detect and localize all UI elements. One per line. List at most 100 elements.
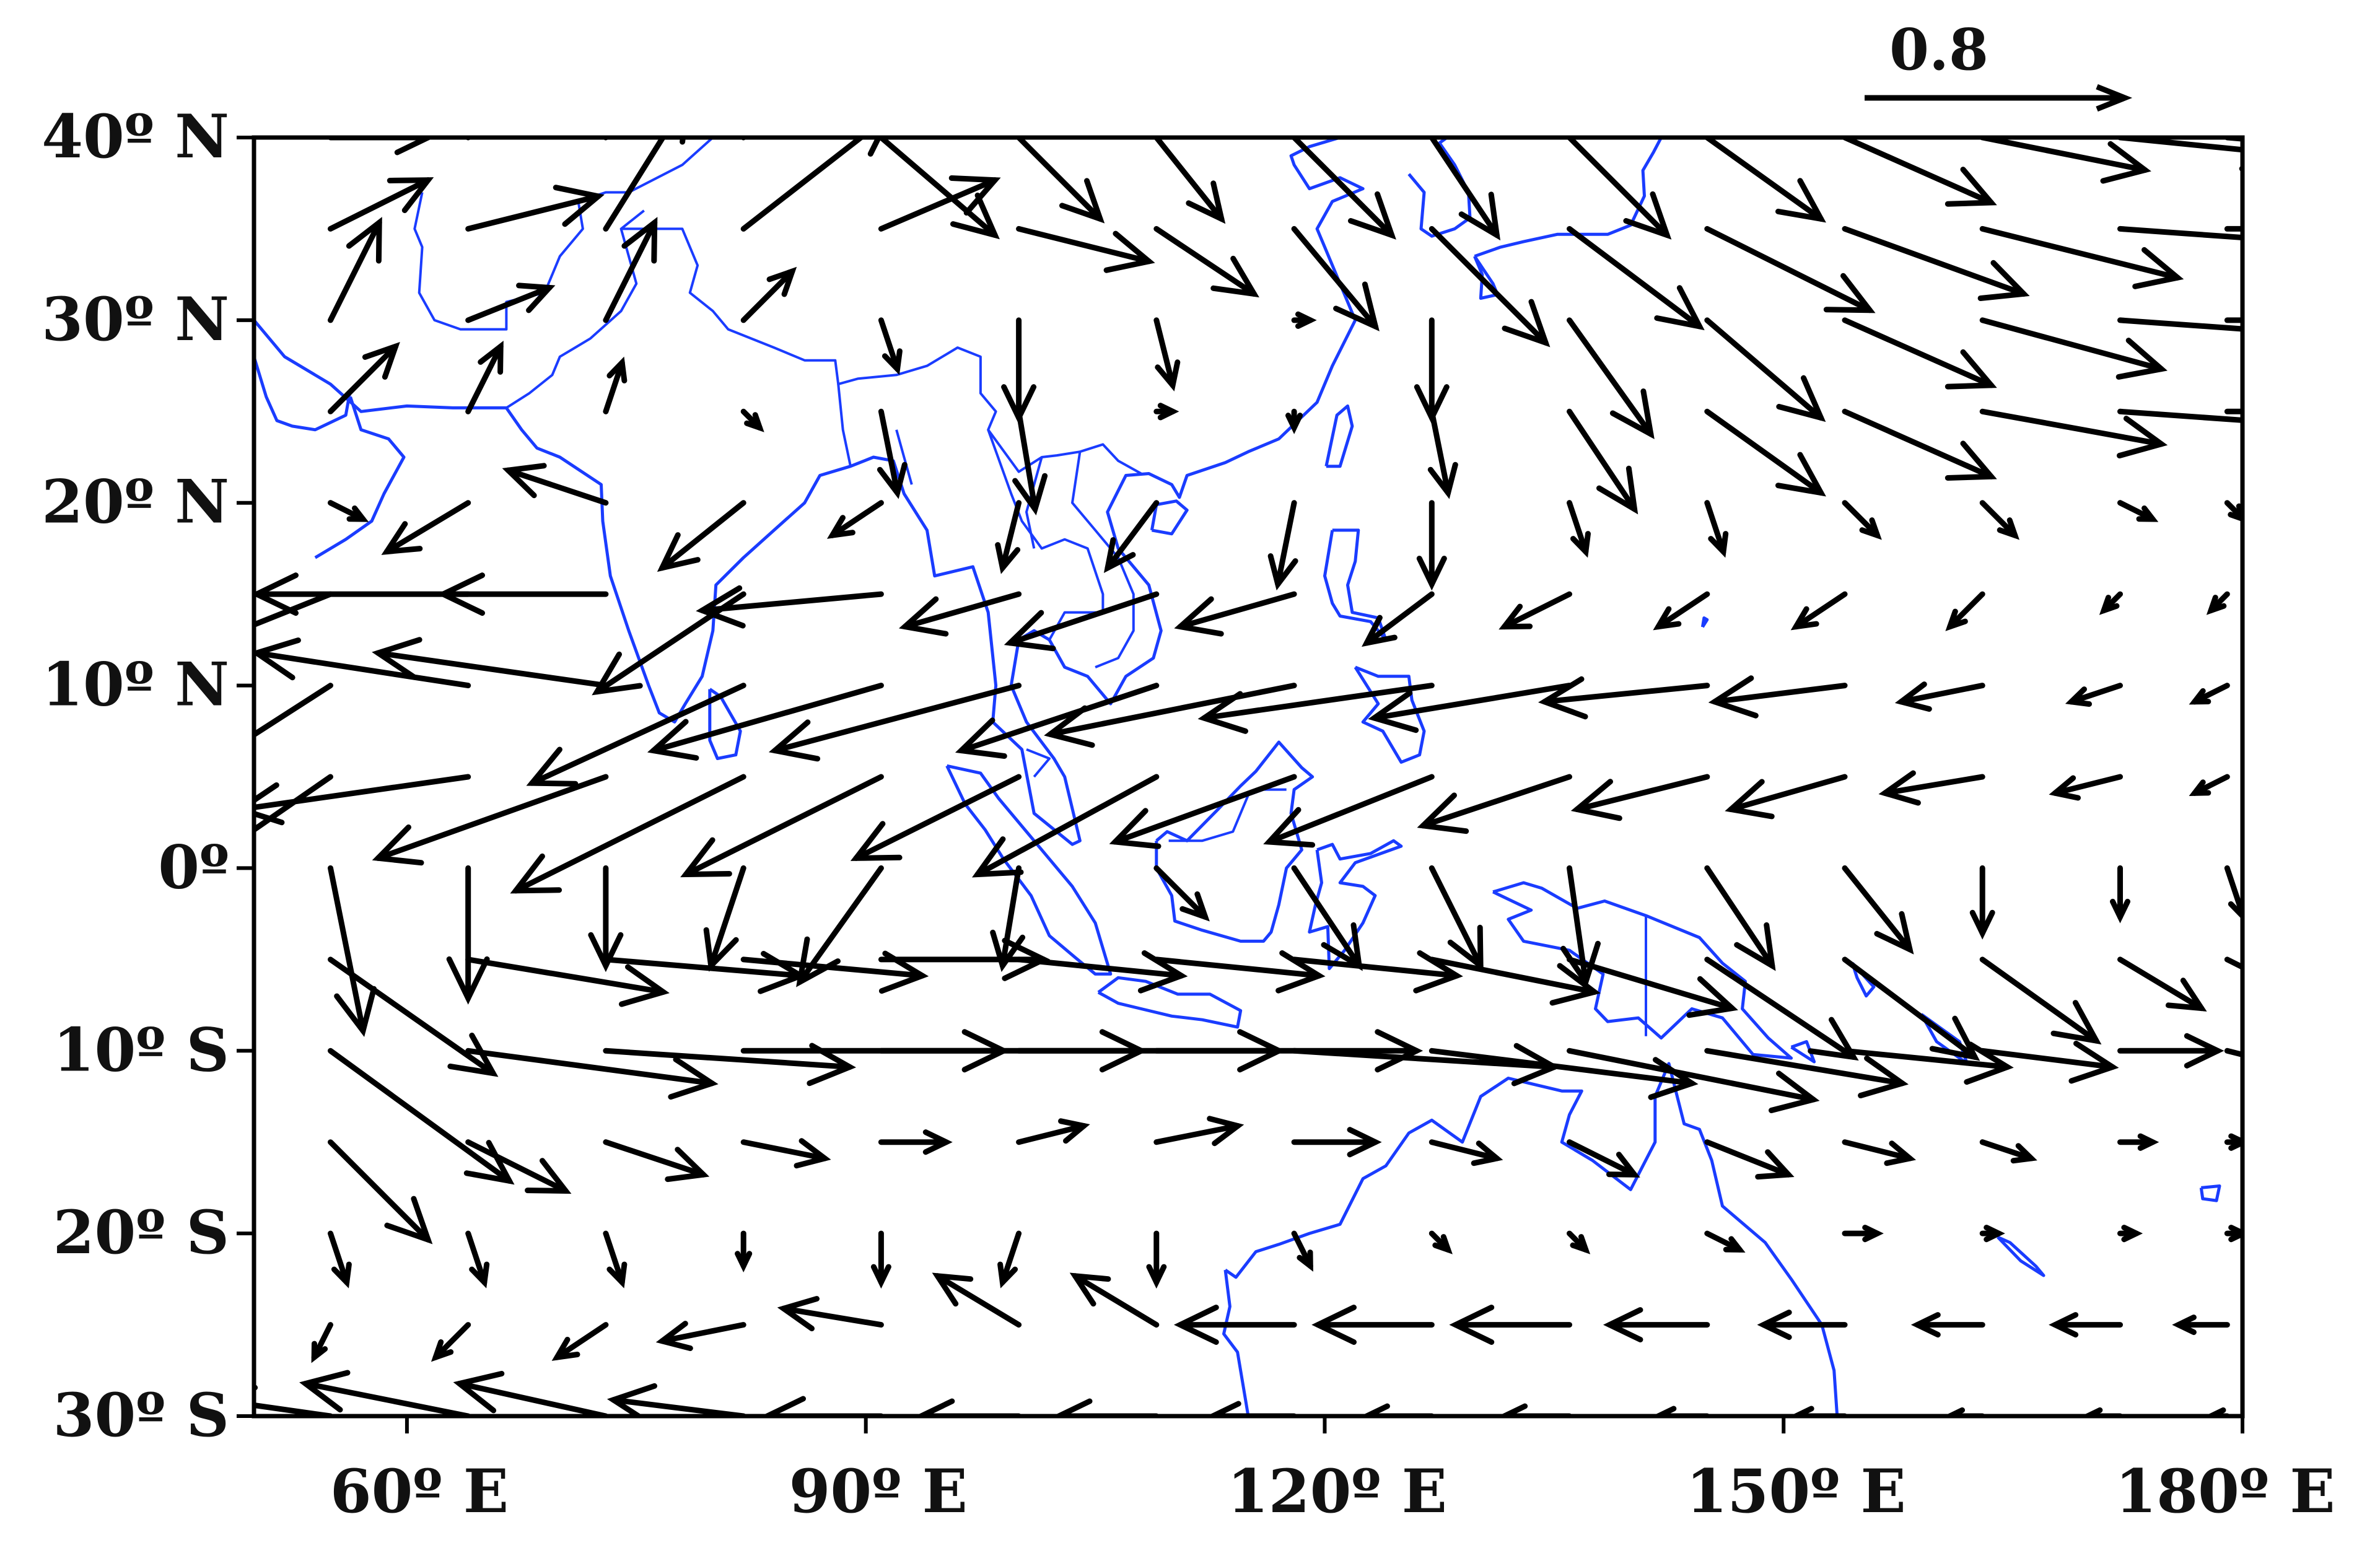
vector-shaft — [1016, 138, 1103, 222]
wind-vector — [870, 1230, 891, 1289]
wind-vector — [657, 500, 746, 572]
vector-head — [1103, 230, 1155, 273]
lat-tick-label: 20º S — [53, 1197, 229, 1267]
vector-head — [1775, 452, 1826, 497]
vector-head — [761, 1396, 806, 1416]
vector-head — [372, 824, 424, 866]
wind-vector — [465, 956, 670, 1007]
vector-shaft — [878, 408, 901, 496]
wind-vector — [328, 865, 377, 1038]
vector-head — [1174, 596, 1224, 637]
vector-shaft — [254, 1402, 333, 1416]
vector-head — [446, 956, 490, 1005]
wind-vector — [1291, 311, 1317, 329]
vector-head — [1653, 606, 1682, 631]
wind-vector — [2204, 1407, 2230, 1416]
vector-head — [850, 821, 903, 861]
vector-shaft — [1704, 138, 1824, 222]
vector-head — [2228, 1225, 2242, 1243]
vector-head — [1285, 413, 1303, 434]
vector-shaft — [1016, 1123, 1087, 1145]
vector-shaft — [328, 343, 398, 414]
lon-tick-label: 60º E — [330, 1456, 509, 1526]
vector-shaft — [328, 865, 366, 1034]
vector-head — [1969, 909, 1995, 940]
vector-shaft — [375, 774, 609, 861]
vector-shaft — [1882, 774, 1985, 796]
vector-head — [510, 853, 562, 894]
vector-shaft — [1979, 500, 2018, 538]
vector-head — [1458, 191, 1501, 241]
wind-vector — [680, 774, 884, 878]
wind-vector — [1362, 591, 1435, 647]
vector-shaft — [465, 138, 475, 141]
wind-vector — [603, 138, 609, 141]
wind-vector — [850, 774, 1022, 861]
vector-head — [950, 192, 1000, 240]
vector-head — [311, 1341, 328, 1363]
vector-head — [1206, 1401, 1241, 1416]
vector-head — [1471, 1140, 1503, 1166]
vector-head — [592, 651, 643, 696]
wind-vector — [1878, 770, 1985, 806]
vector-shaft — [1842, 956, 1978, 1060]
wind-vector — [254, 1385, 333, 1416]
wind-vector — [1945, 591, 1985, 631]
lat-tick-label: 10º N — [42, 650, 229, 720]
wind-vector — [1567, 317, 1655, 440]
wind-vector — [1567, 1230, 1591, 1254]
wind-vector — [328, 341, 400, 414]
vector-head — [2100, 141, 2151, 184]
vector-shaft — [2224, 138, 2242, 142]
wind-vector — [1704, 1230, 1746, 1253]
vector-head — [1360, 1403, 1390, 1416]
vector-shaft — [1072, 1273, 1160, 1328]
wind-vector — [777, 1296, 884, 1332]
country-border — [987, 429, 1105, 641]
wind-vector — [878, 138, 1000, 240]
coastline — [1222, 1269, 1250, 1416]
vector-head — [1997, 517, 2019, 540]
vector-head — [665, 1147, 710, 1183]
vector-head — [1723, 1236, 1746, 1253]
vector-head — [331, 1261, 352, 1288]
vector-shaft — [829, 500, 884, 538]
wind-vector — [1044, 683, 1297, 748]
vector-shaft — [1428, 138, 1500, 238]
vector-shaft — [1153, 225, 1257, 297]
wind-vector — [1427, 408, 1458, 499]
vector-head — [1197, 691, 1248, 734]
vector-head — [898, 596, 949, 637]
vector-head — [1757, 1310, 1792, 1341]
vector-head — [1348, 191, 1396, 240]
wind-vector — [502, 463, 609, 506]
wind-vector — [1498, 591, 1572, 630]
vector-shaft — [740, 138, 866, 232]
vector-shaft — [1291, 1048, 1557, 1070]
wind-vector — [1016, 1118, 1090, 1145]
vector-shaft — [610, 1397, 746, 1416]
wind-vector — [1842, 1225, 1884, 1243]
vector-shaft — [1574, 774, 1710, 812]
wind-vector — [2206, 591, 2230, 615]
reference-vector-arrowhead — [2096, 84, 2133, 112]
vector-head — [1210, 255, 1259, 298]
vector-shaft — [650, 683, 884, 754]
coastline — [1324, 404, 1354, 468]
wind-vector — [510, 774, 746, 894]
vector-head — [955, 717, 1007, 759]
wind-vector — [2117, 1133, 2159, 1151]
vector-shaft — [1567, 956, 1735, 1012]
vector-head — [877, 462, 908, 499]
vector-shaft — [2224, 956, 2242, 971]
wind-vector — [1979, 1225, 2005, 1243]
wind-vector — [696, 585, 884, 629]
wind-vector — [1267, 500, 1298, 591]
vector-head — [1059, 178, 1105, 224]
vector-shaft — [1291, 865, 1362, 969]
wind-vector — [914, 1398, 1022, 1416]
wind-vector — [2224, 1048, 2242, 1058]
vector-shaft — [1105, 500, 1160, 571]
lat-tick-label: 10º S — [53, 1015, 229, 1085]
coastline — [1474, 138, 1663, 258]
